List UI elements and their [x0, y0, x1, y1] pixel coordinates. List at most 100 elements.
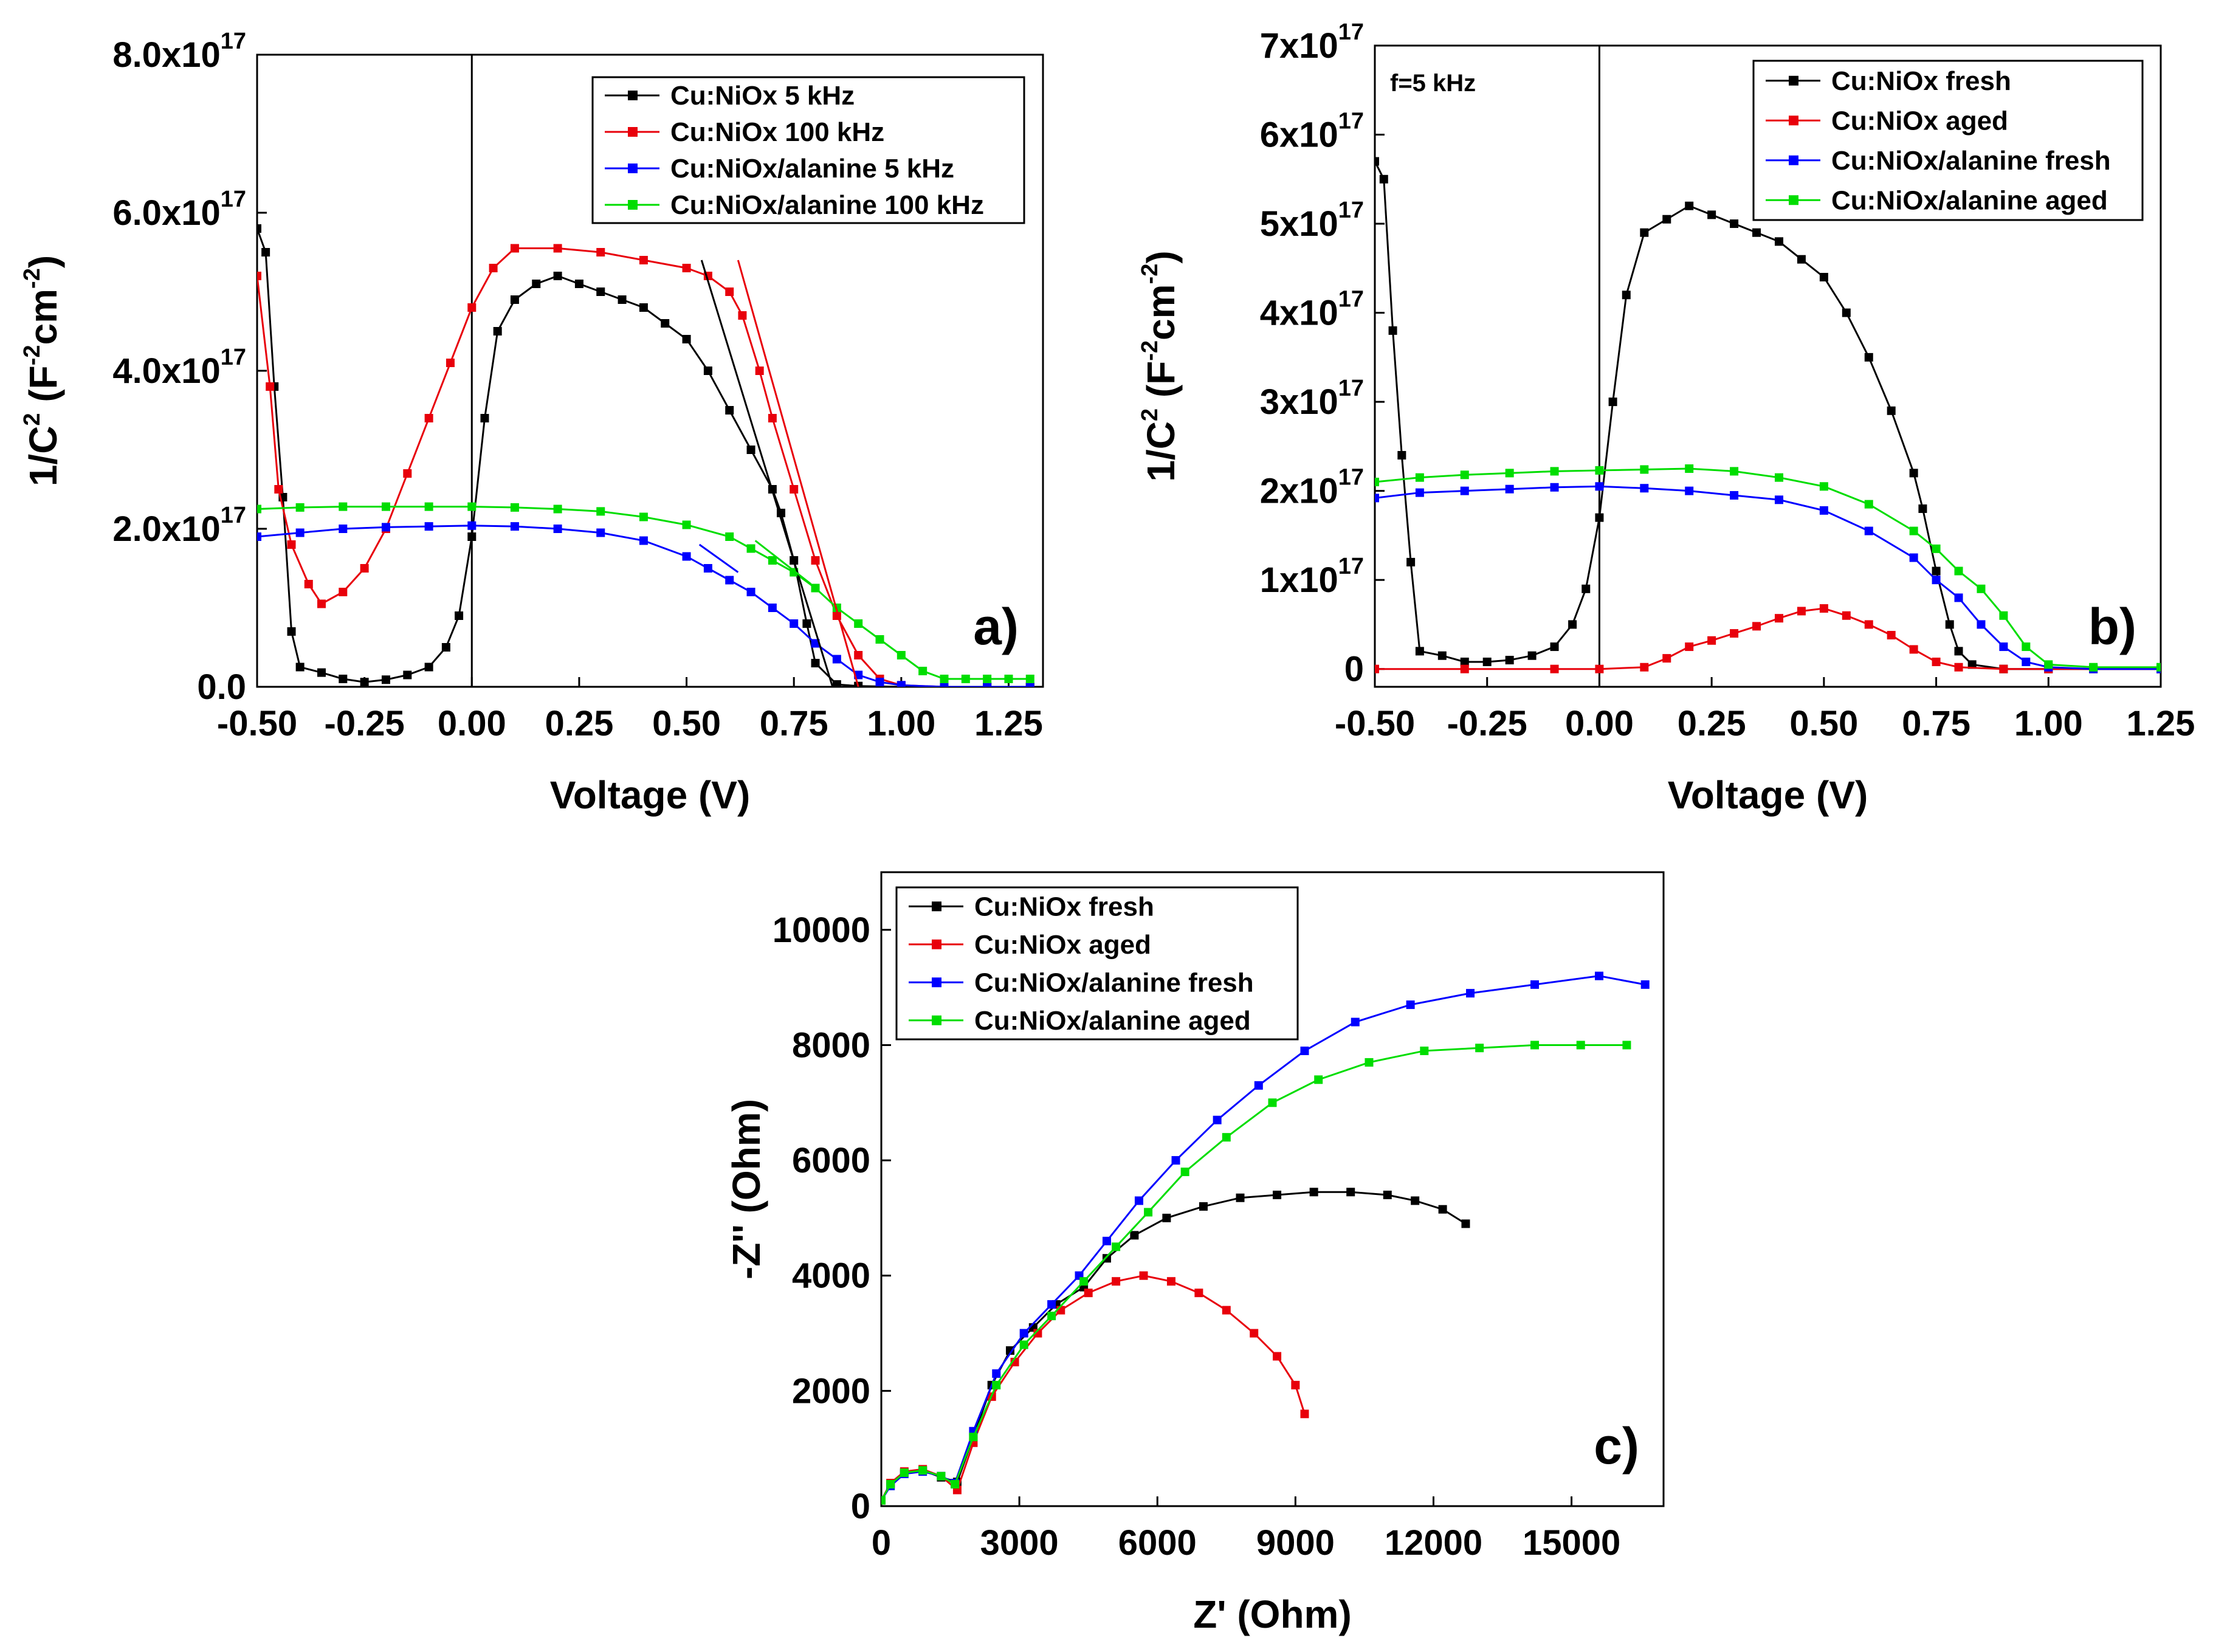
legend-swatch-marker [1789, 75, 1798, 86]
panel-tag: b) [2088, 598, 2136, 655]
data-point [755, 367, 764, 375]
data-point [1300, 1409, 1309, 1419]
y-tick-exponent: 17 [221, 503, 246, 528]
data-point [489, 264, 498, 272]
x-tick-label: -0.50 [217, 704, 297, 743]
data-point [467, 303, 477, 312]
ylabel-part: (F [21, 365, 65, 413]
legend-label: Cu:NiOx 100 kHz [670, 117, 884, 147]
panel-tag: a) [973, 598, 1019, 655]
data-point [983, 683, 992, 687]
data-point [768, 556, 777, 565]
data-point [574, 280, 583, 288]
data-point [1222, 1306, 1231, 1315]
series-line [257, 228, 1030, 687]
data-point [1550, 664, 1559, 673]
data-point [951, 1479, 960, 1489]
data-point [1842, 611, 1851, 620]
data-point [918, 667, 928, 675]
ylabel-part: ) [1139, 250, 1183, 263]
data-point [1640, 663, 1649, 672]
y-tick-exponent: 17 [1338, 376, 1364, 401]
y-tick-base: 0 [1344, 650, 1364, 689]
y-tick-base: 5x10 [1260, 204, 1338, 244]
data-point [295, 528, 305, 537]
series-4 [881, 1041, 1631, 1505]
data-point [1309, 1188, 1318, 1197]
data-point [1887, 406, 1896, 415]
data-point [1685, 486, 1694, 495]
data-point [339, 675, 348, 683]
legend: Cu:NiOx fresh Cu:NiOx aged Cu:NiOx/alanine… [895, 886, 1299, 1041]
y-tick-label: 0 [851, 1487, 870, 1526]
data-point [1019, 1340, 1028, 1349]
data-point [1608, 398, 1617, 407]
data-point [1595, 466, 1604, 475]
data-point [661, 319, 670, 328]
data-point [1406, 557, 1416, 566]
data-point [1375, 664, 1379, 673]
y-tick-base: 6000 [792, 1141, 870, 1180]
series-line [881, 1044, 1627, 1501]
data-point [969, 1433, 978, 1442]
fit-line [698, 543, 739, 573]
x-tick-label: 1.25 [2127, 704, 2195, 743]
data-point [1130, 1231, 1139, 1240]
x-axis-title: Voltage (V) [550, 773, 751, 817]
data-point [1420, 1046, 1429, 1055]
data-point [1346, 1188, 1355, 1197]
data-point [802, 619, 811, 628]
data-point [811, 583, 820, 593]
data-point [1819, 482, 1828, 491]
y-tick-base: 6x10 [1260, 115, 1338, 155]
legend-label: Cu:NiOx/alanine 100 kHz [670, 190, 984, 220]
ylabel-sup: -2 [1137, 340, 1163, 361]
data-point [1375, 477, 1379, 486]
x-axis-title: Voltage (V) [1668, 773, 1868, 817]
data-point [725, 532, 734, 541]
data-point [1134, 1196, 1143, 1205]
data-point [832, 655, 841, 664]
legend-swatch-marker [932, 901, 941, 912]
ylabel-part: 1/C [1139, 421, 1183, 482]
x-tick-label: 0 [872, 1523, 891, 1563]
data-point [1864, 353, 1873, 362]
data-point [790, 485, 799, 494]
data-point [1379, 174, 1388, 184]
data-point [493, 327, 502, 336]
data-point [1406, 1000, 1415, 1010]
data-point [1932, 544, 1941, 553]
data-point [1662, 215, 1671, 224]
y-tick-base: 4000 [792, 1256, 870, 1296]
y-tick-label: 2000 [792, 1371, 870, 1411]
x-tick-label: 1.25 [974, 704, 1043, 743]
y-tick-exponent: 17 [221, 187, 246, 212]
data-point [854, 651, 863, 659]
data-point [2089, 663, 2098, 672]
data-point [424, 414, 433, 422]
data-point [1640, 484, 1649, 493]
ylabel-sup: 2 [19, 413, 45, 425]
data-point [811, 639, 820, 648]
data-point [1909, 526, 1918, 535]
series-2 [1375, 604, 2161, 673]
data-point [1622, 1041, 1631, 1050]
data-point [510, 295, 519, 304]
data-point [403, 469, 412, 478]
data-point [940, 683, 949, 687]
data-point [1977, 620, 1986, 629]
data-point [1730, 219, 1739, 229]
data-point [1595, 482, 1604, 491]
series-2 [881, 1271, 1309, 1505]
data-point [1999, 664, 2008, 673]
data-point [1685, 464, 1694, 473]
data-point [2156, 663, 2161, 672]
data-point [682, 264, 691, 272]
data-point [1415, 473, 1424, 482]
data-point [424, 663, 433, 672]
ylabel-sup: -2 [1137, 264, 1163, 284]
y-tick-exponent: 17 [1338, 198, 1364, 223]
data-point [746, 588, 755, 596]
y-tick-label: 2.0x1017 [112, 503, 246, 549]
data-point [897, 681, 906, 687]
